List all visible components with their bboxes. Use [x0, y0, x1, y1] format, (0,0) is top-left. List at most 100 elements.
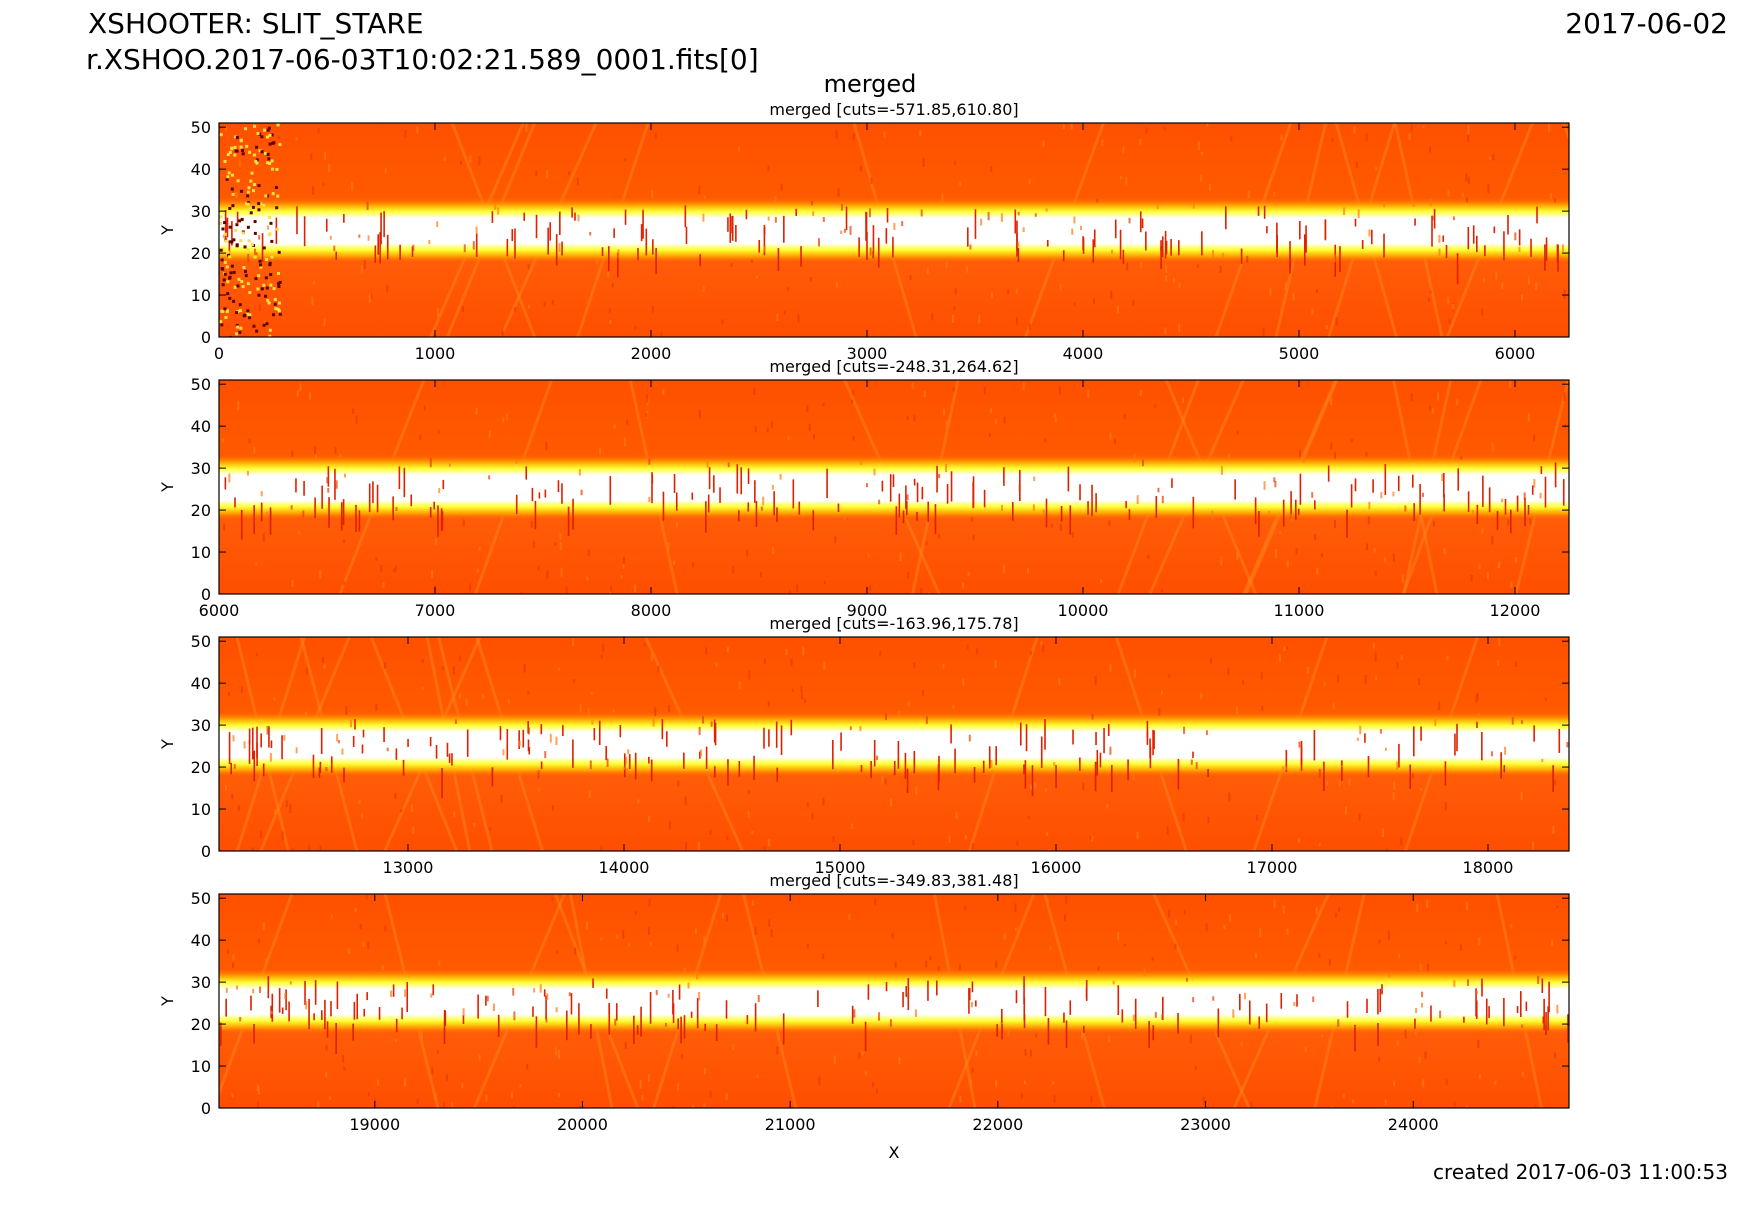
bad-pixel-streak — [361, 744, 364, 754]
noise-speck — [1161, 690, 1164, 695]
noise-speck — [488, 430, 491, 438]
noise-speck — [313, 280, 316, 285]
noise-speck — [1297, 837, 1300, 843]
noise-speck — [546, 170, 549, 179]
bad-pixel-streak — [570, 993, 573, 1015]
noise-speck — [264, 294, 268, 298]
noise-speck — [1200, 692, 1203, 700]
noise-speck — [281, 831, 284, 841]
y-tick-label: 30 — [191, 716, 211, 735]
noise-speck — [219, 221, 223, 225]
bad-pixel-streak — [248, 739, 251, 764]
noise-speck — [233, 153, 237, 157]
x-tick-label: 12000 — [1490, 601, 1541, 620]
bad-pixel-streak — [628, 754, 631, 770]
noise-speck — [1094, 676, 1097, 685]
bad-pixel-streak — [1496, 510, 1499, 530]
bad-pixel-streak — [1165, 240, 1168, 255]
noise-speck — [1109, 664, 1112, 672]
noise-speck — [614, 1018, 617, 1026]
x-tick-label: 6000 — [1495, 344, 1536, 363]
noise-speck — [1520, 720, 1523, 724]
bad-pixel-streak — [433, 501, 435, 510]
noise-speck — [1136, 831, 1139, 840]
noise-speck — [573, 679, 576, 683]
bad-pixel-streak — [973, 767, 976, 783]
bad-pixel-streak — [328, 497, 330, 528]
noise-speck — [1054, 417, 1057, 423]
bad-pixel-streak — [619, 725, 622, 738]
bad-pixel-streak — [754, 480, 756, 503]
noise-speck — [757, 995, 760, 1002]
bad-pixel-streak — [975, 1000, 977, 1007]
noise-speck — [779, 473, 782, 480]
noise-speck — [967, 571, 970, 577]
bad-pixel-streak — [1476, 721, 1478, 728]
bad-pixel-streak — [927, 501, 930, 523]
noise-speck — [314, 445, 317, 455]
noise-speck — [913, 662, 916, 668]
bad-pixel-streak — [642, 209, 644, 239]
noise-speck — [264, 276, 268, 280]
noise-speck — [1553, 1052, 1556, 1058]
noise-speck — [1168, 909, 1171, 918]
bad-pixel-streak — [261, 233, 264, 262]
bad-pixel-streak — [228, 242, 231, 257]
noise-speck — [1562, 244, 1565, 252]
noise-speck — [1286, 646, 1289, 650]
noise-speck — [263, 128, 267, 132]
noise-speck — [255, 158, 259, 162]
noise-speck — [1058, 678, 1061, 685]
noise-speck — [587, 708, 590, 718]
noise-speck — [643, 642, 646, 647]
bad-pixel-streak — [623, 753, 626, 778]
noise-speck — [891, 933, 894, 939]
bad-pixel-streak — [326, 1021, 329, 1038]
noise-speck — [915, 786, 918, 796]
noise-speck — [537, 788, 540, 792]
noise-speck — [317, 128, 320, 134]
noise-speck — [624, 1042, 627, 1049]
bad-pixel-streak — [885, 981, 888, 992]
noise-speck — [1396, 761, 1399, 770]
bad-pixel-streak — [1467, 226, 1470, 250]
noise-speck — [1383, 201, 1386, 208]
noise-speck — [220, 309, 224, 313]
bad-pixel-streak — [1354, 218, 1357, 227]
noise-speck — [687, 982, 690, 989]
noise-speck — [260, 491, 263, 497]
noise-speck — [238, 145, 241, 152]
noise-speck — [343, 539, 346, 543]
noise-speck — [367, 1092, 370, 1097]
noise-speck — [1426, 899, 1429, 908]
bad-pixel-streak — [1285, 749, 1288, 773]
noise-speck — [240, 149, 244, 153]
noise-speck — [1044, 438, 1047, 443]
noise-speck — [870, 178, 873, 185]
noise-speck — [329, 235, 332, 240]
noise-speck — [1284, 282, 1287, 291]
noise-speck — [1279, 531, 1282, 535]
noise-speck — [1330, 442, 1333, 450]
noise-speck — [1338, 907, 1341, 912]
y-axis-label: Y — [158, 482, 177, 493]
bad-pixel-streak — [275, 217, 278, 244]
noise-speck — [354, 907, 357, 912]
noise-speck — [1374, 570, 1377, 576]
bad-pixel-streak — [783, 215, 785, 243]
noise-speck — [252, 514, 255, 524]
noise-speck — [613, 424, 616, 429]
noise-speck — [382, 581, 385, 589]
noise-speck — [259, 986, 262, 993]
noise-speck — [221, 283, 225, 287]
bad-pixel-streak — [707, 494, 710, 513]
noise-speck — [251, 847, 254, 851]
noise-speck — [1420, 1002, 1423, 1008]
x-tick-label: 11000 — [1274, 601, 1325, 620]
bad-pixel-streak — [336, 981, 339, 1010]
bad-pixel-streak — [354, 719, 356, 730]
bad-pixel-streak — [1414, 218, 1416, 226]
bad-pixel-streak — [746, 1015, 749, 1025]
noise-speck — [539, 984, 542, 993]
noise-speck — [929, 955, 932, 961]
